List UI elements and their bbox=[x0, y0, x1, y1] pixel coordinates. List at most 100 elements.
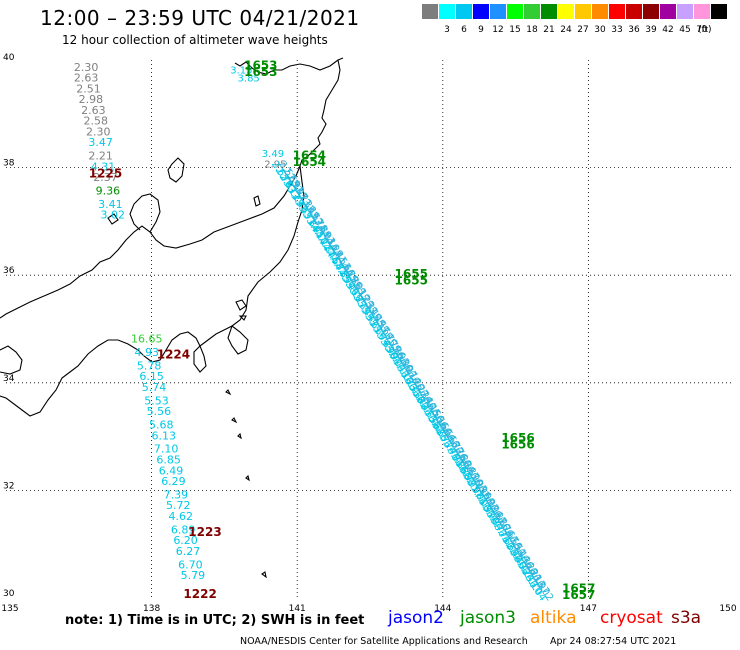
lon-tick-label: 135 bbox=[1, 604, 18, 614]
track-labels: 2.302.632.512.982.632.582.303.472.214.31… bbox=[74, 59, 596, 604]
swh-value: 3.02 bbox=[101, 209, 126, 222]
swh-value: 2.95 bbox=[264, 160, 286, 171]
scale-swatch bbox=[575, 4, 591, 19]
swh-value: 5.72 bbox=[166, 499, 191, 512]
swh-value: 9.36 bbox=[96, 185, 121, 198]
coast-sado bbox=[167, 157, 185, 183]
lon-tick-label: 141 bbox=[289, 604, 306, 614]
scale-tick-label: 45 bbox=[679, 25, 691, 35]
legend-entry-s3a: s3a bbox=[671, 608, 702, 628]
scale-swatch bbox=[660, 4, 676, 19]
pass-time-label: 1655 bbox=[395, 267, 428, 281]
scale-tick-label: 24 bbox=[560, 25, 572, 35]
scale-tick-label: 15 bbox=[509, 25, 521, 35]
scale-tick-label: 27 bbox=[577, 25, 589, 35]
scale-tick-label: 12 bbox=[492, 25, 504, 35]
scale-swatch bbox=[473, 4, 489, 19]
swh-value: 7.39 bbox=[164, 488, 189, 501]
swh-value: 7.10 bbox=[154, 443, 179, 456]
lat-tick-label: 30 bbox=[3, 589, 15, 599]
swh-value: 2.30 bbox=[74, 61, 99, 74]
page-subtitle: 12 hour collection of altimeter wave hei… bbox=[62, 33, 328, 47]
lat-tick-label: 40 bbox=[3, 53, 15, 63]
scale-swatch bbox=[711, 4, 727, 19]
pass-time-label: 1224 bbox=[157, 348, 190, 362]
swh-value: 3.49 bbox=[262, 149, 284, 160]
swh-value: 6.27 bbox=[176, 545, 201, 558]
pass-time-label: 1656 bbox=[501, 431, 534, 445]
lat-tick-label: 36 bbox=[3, 266, 15, 276]
coast-noto bbox=[129, 193, 161, 233]
footer-note: note: 1) Time is in UTC; 2) SWH is in fe… bbox=[65, 613, 365, 628]
coast-honshu-pacific bbox=[0, 165, 305, 417]
pass-time-label: 1653 bbox=[244, 59, 277, 73]
pass-time-label: 1654 bbox=[293, 149, 326, 163]
legend-entry-cryosat: cryosat bbox=[600, 608, 663, 628]
scale-tick-label: 33 bbox=[611, 25, 623, 35]
coast-honshu-north bbox=[0, 165, 301, 319]
scale-swatch bbox=[677, 4, 693, 19]
pass-time-label: 1657 bbox=[562, 588, 595, 602]
coast-izu bbox=[193, 345, 207, 373]
swh-value: 6.15 bbox=[139, 370, 164, 383]
swh-value: 4.31 bbox=[91, 160, 116, 173]
lat-lon-grid: 135 138 141 144 147 150 40 38 36 34 32 30 bbox=[1, 53, 736, 614]
lat-tick-label: 34 bbox=[3, 374, 15, 384]
pass-time-label: 1222 bbox=[183, 587, 216, 601]
lon-tick-label: 144 bbox=[434, 604, 451, 614]
swh-value: 2.63 bbox=[74, 72, 99, 85]
scale-swatch bbox=[507, 4, 523, 19]
scale-swatch bbox=[643, 4, 659, 19]
scale-tick-label: 6 bbox=[461, 25, 467, 35]
swh-value: 16.65 bbox=[131, 332, 163, 345]
scale-swatch bbox=[592, 4, 608, 19]
scale-swatch bbox=[422, 4, 438, 19]
swh-value: 3.41 bbox=[98, 198, 123, 211]
coast-hokkaido bbox=[234, 57, 344, 167]
swh-value: 3.15 bbox=[230, 65, 252, 76]
scale-swatch bbox=[694, 4, 710, 19]
swh-value: 5.78 bbox=[137, 359, 162, 372]
pass-time-label: 1655 bbox=[395, 273, 428, 287]
swh-value: 3.47 bbox=[88, 136, 113, 149]
swh-value: 5.68 bbox=[149, 419, 174, 432]
lon-tick-label: 138 bbox=[143, 604, 160, 614]
pass-time-label: 1653 bbox=[244, 65, 277, 79]
page-title: 12:00 – 23:59 UTC 04/21/2021 bbox=[40, 6, 360, 30]
pass-time-label: 1225 bbox=[89, 166, 122, 180]
scale-swatch bbox=[541, 4, 557, 19]
lon-tick-label: 150 bbox=[719, 604, 736, 614]
swh-value: 2.30 bbox=[86, 125, 111, 138]
scale-tick-label: 30 bbox=[594, 25, 606, 35]
timestamp-text: Apr 24 08:27:54 UTC 2021 bbox=[550, 636, 677, 647]
swh-value: 5.79 bbox=[181, 569, 206, 582]
swh-value: 6.13 bbox=[151, 429, 176, 442]
legend-entry-jason2: jason2 bbox=[388, 608, 444, 628]
coast-islands bbox=[107, 195, 267, 579]
pass-time-label: 1654 bbox=[293, 155, 326, 169]
scale-tick-label: 18 bbox=[526, 25, 538, 35]
swh-value: 5.53 bbox=[144, 394, 169, 407]
scale-unit: (ft) bbox=[698, 25, 712, 35]
lat-tick-label: 32 bbox=[3, 481, 14, 491]
swh-value: 2.21 bbox=[88, 150, 113, 163]
swh-value: 6.49 bbox=[159, 464, 184, 477]
pass-time-label: 1656 bbox=[501, 437, 534, 451]
scale-swatch bbox=[524, 4, 540, 19]
scale-swatch bbox=[439, 4, 455, 19]
swh-value: 6.70 bbox=[178, 558, 203, 571]
scale-swatch bbox=[609, 4, 625, 19]
swh-value: 3.85 bbox=[238, 74, 260, 85]
scale-tick-label: 39 bbox=[645, 25, 657, 35]
swh-value: 6.85 bbox=[156, 454, 181, 467]
swh-value: 4.62 bbox=[168, 510, 193, 523]
swh-value: 6.29 bbox=[161, 475, 186, 488]
coastline bbox=[0, 57, 344, 579]
legend-entry-altika: altika bbox=[530, 608, 577, 628]
scale-tick-label: 3 bbox=[444, 25, 450, 35]
swh-value: 6.89 bbox=[171, 523, 196, 536]
scale-tick-label: 70 bbox=[696, 25, 708, 35]
swh-value: 6.20 bbox=[173, 534, 198, 547]
